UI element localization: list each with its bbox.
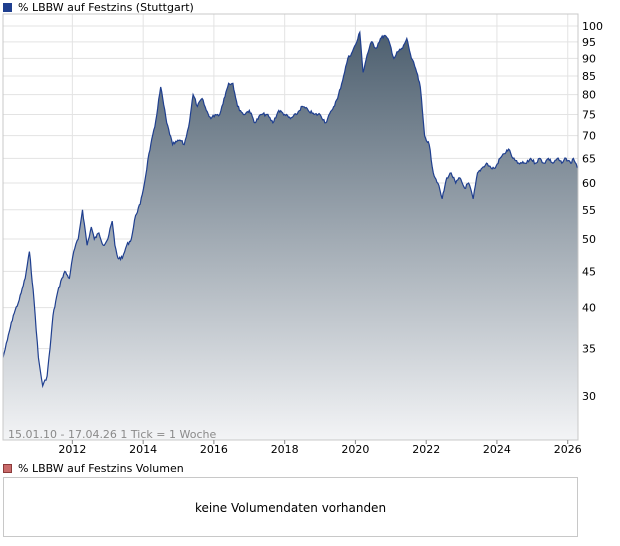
- y-tick-label: 40: [582, 302, 596, 315]
- y-tick-label: 95: [582, 36, 596, 49]
- x-tick-label: 2012: [58, 443, 86, 456]
- x-tick-label: 2024: [483, 443, 511, 456]
- y-tick-label: 100: [582, 20, 603, 33]
- x-tick-label: 2014: [129, 443, 157, 456]
- volume-legend-label: % LBBW auf Festzins Volumen: [18, 462, 184, 475]
- price-legend-label: % LBBW auf Festzins (Stuttgart): [18, 1, 194, 14]
- plot-frame: [2, 13, 579, 441]
- y-tick-label: 30: [582, 390, 596, 403]
- y-tick-label: 35: [582, 343, 596, 356]
- volume-legend-swatch: [3, 464, 12, 473]
- volume-legend: % LBBW auf Festzins Volumen: [3, 462, 184, 475]
- x-tick-label: 2016: [200, 443, 228, 456]
- y-tick-label: 80: [582, 89, 596, 102]
- volume-empty-message: keine Volumendaten vorhanden: [194, 501, 387, 515]
- y-tick-label: 55: [582, 204, 596, 217]
- price-line: [3, 30, 578, 389]
- y-tick-label: 45: [582, 265, 596, 278]
- y-tick-label: 90: [582, 52, 596, 65]
- price-legend-swatch: [3, 3, 12, 12]
- y-tick-label: 60: [582, 177, 596, 190]
- price-area: [3, 32, 578, 440]
- y-tick-label: 65: [582, 152, 596, 165]
- x-tick-label: 2020: [341, 443, 369, 456]
- x-tick-label: 2018: [271, 443, 299, 456]
- y-tick-label: 50: [582, 233, 596, 246]
- y-axis: 30 35 40 45 50 55 60 65 70 75 80 85 90 95 100: [582, 20, 603, 403]
- y-tick-label: 70: [582, 130, 596, 143]
- volume-panel: keine Volumendaten vorhanden: [3, 477, 578, 537]
- range-info: 15.01.10 - 17.04.26 1 Tick = 1 Woche: [8, 428, 216, 441]
- y-tick-label: 85: [582, 70, 596, 83]
- y-tick-label: 75: [582, 108, 596, 121]
- x-axis: 2012 2014 2016 2018 2020 2022 2024 2026: [58, 440, 582, 456]
- price-chart: 15.01.10 - 17.04.26 1 Tick = 1 Woche 303…: [2, 13, 603, 456]
- x-tick-label: 2026: [554, 443, 582, 456]
- price-legend: % LBBW auf Festzins (Stuttgart): [3, 1, 194, 14]
- x-tick-label: 2022: [412, 443, 440, 456]
